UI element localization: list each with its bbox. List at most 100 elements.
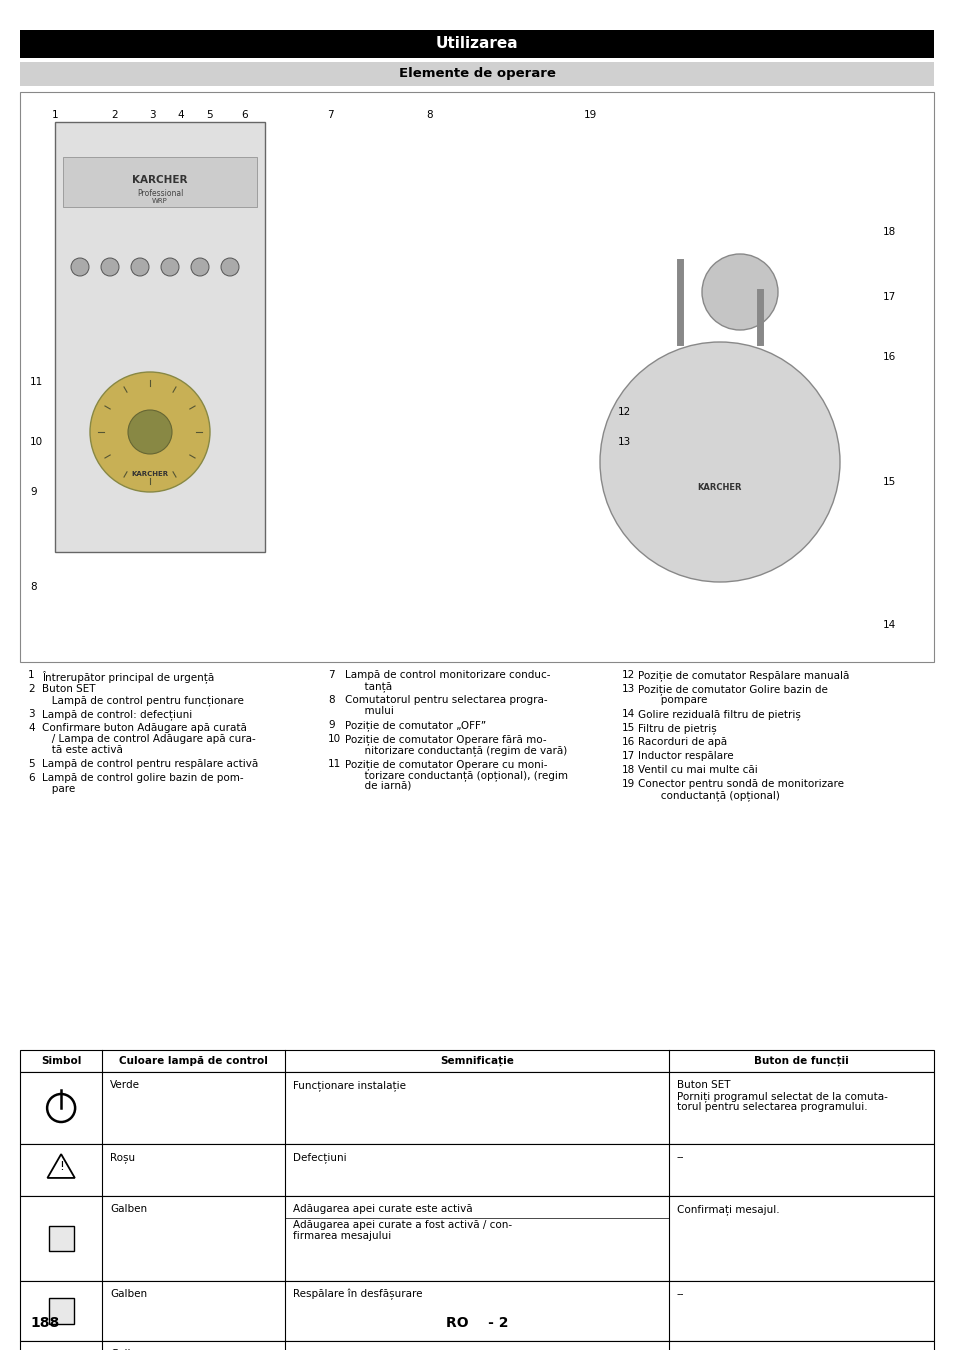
Text: !: ! <box>58 1160 64 1173</box>
Text: firmarea mesajului: firmarea mesajului <box>293 1231 391 1241</box>
Text: Conector pentru sondă de monitorizare: Conector pentru sondă de monitorizare <box>638 779 843 788</box>
Text: Comutatorul pentru selectarea progra-: Comutatorul pentru selectarea progra- <box>345 695 547 705</box>
Text: Verde: Verde <box>111 1080 140 1089</box>
Text: WRP: WRP <box>152 198 168 204</box>
Text: Poziție de comutator Operare cu moni-: Poziție de comutator Operare cu moni- <box>345 759 547 769</box>
Text: mului: mului <box>345 706 394 716</box>
Text: torizare conductanță (opțional), (regim: torizare conductanță (opțional), (regim <box>345 769 567 780</box>
Text: 4: 4 <box>177 109 184 120</box>
Text: Golire reziduală filtru de pietriș: Golire reziduală filtru de pietriș <box>638 709 800 720</box>
Text: 2: 2 <box>112 109 118 120</box>
Text: Ventil cu mai multe căi: Ventil cu mai multe căi <box>638 765 757 775</box>
Text: 18: 18 <box>621 765 635 775</box>
Text: Racorduri de apă: Racorduri de apă <box>638 737 726 747</box>
Text: --: -- <box>677 1152 683 1162</box>
Bar <box>49 1226 73 1251</box>
Text: Roșu: Roșu <box>111 1152 135 1162</box>
Text: Simbol: Simbol <box>41 1056 81 1066</box>
Text: RO    - 2: RO - 2 <box>445 1316 508 1330</box>
Text: Porniți programul selectat de la comuta-: Porniți programul selectat de la comuta- <box>677 1091 887 1102</box>
Text: 14: 14 <box>882 620 895 630</box>
Circle shape <box>131 258 149 275</box>
Text: Poziție de comutator „OFF”: Poziție de comutator „OFF” <box>345 720 486 730</box>
Bar <box>63 157 256 207</box>
Text: Lampă de control: defecțiuni: Lampă de control: defecțiuni <box>42 709 193 720</box>
Text: 15: 15 <box>621 724 635 733</box>
Text: KARCHER: KARCHER <box>132 176 188 185</box>
Text: Confirmare buton Adăugare apă curată: Confirmare buton Adăugare apă curată <box>42 724 247 733</box>
Text: 13: 13 <box>618 437 631 447</box>
Text: 13: 13 <box>621 684 635 694</box>
Text: Galben: Galben <box>111 1204 147 1214</box>
Text: KARCHER: KARCHER <box>697 482 741 491</box>
Text: nitorizare conductanță (regim de vară): nitorizare conductanță (regim de vară) <box>345 745 567 756</box>
Text: Inductor respălare: Inductor respălare <box>638 751 733 761</box>
Text: 11: 11 <box>328 759 341 769</box>
Text: de iarnă): de iarnă) <box>345 782 411 791</box>
Text: 12: 12 <box>618 406 631 417</box>
Text: pare: pare <box>42 784 75 794</box>
Text: 19: 19 <box>583 109 596 120</box>
Circle shape <box>90 373 210 491</box>
Text: 5: 5 <box>28 759 34 769</box>
Text: Galben: Galben <box>111 1289 147 1299</box>
Text: 3: 3 <box>149 109 155 120</box>
Text: 2: 2 <box>28 684 34 694</box>
Bar <box>20 1196 933 1281</box>
Text: Poziție de comutator Golire bazin de: Poziție de comutator Golire bazin de <box>638 684 827 695</box>
Bar <box>20 1050 933 1072</box>
Text: 8: 8 <box>328 695 335 705</box>
Circle shape <box>101 258 119 275</box>
Bar <box>20 92 933 662</box>
Circle shape <box>128 410 172 454</box>
Text: Lampă de control pentru funcționare: Lampă de control pentru funcționare <box>42 695 244 706</box>
Text: 10: 10 <box>328 734 341 744</box>
Text: Întrerupător principal de urgență: Întrerupător principal de urgență <box>42 670 214 683</box>
Text: 16: 16 <box>621 737 635 747</box>
Bar <box>20 1281 933 1341</box>
Text: 8: 8 <box>30 582 36 593</box>
Bar <box>49 1299 73 1323</box>
Text: Lampă de control pentru respălare activă: Lampă de control pentru respălare activă <box>42 759 258 769</box>
Bar <box>55 122 265 552</box>
Circle shape <box>599 342 840 582</box>
Circle shape <box>701 254 778 329</box>
Circle shape <box>191 258 209 275</box>
Text: Adăugarea apei curate a fost activă / con-: Adăugarea apei curate a fost activă / co… <box>293 1220 512 1230</box>
Text: 6: 6 <box>241 109 248 120</box>
Text: 18: 18 <box>882 227 895 238</box>
Text: Lampă de control golire bazin de pom-: Lampă de control golire bazin de pom- <box>42 774 243 783</box>
Text: KARCHER: KARCHER <box>132 471 169 477</box>
Text: Utilizarea: Utilizarea <box>436 36 517 51</box>
Text: Filtru de pietriș: Filtru de pietriș <box>638 724 716 734</box>
Text: 3: 3 <box>28 709 34 720</box>
Text: 10: 10 <box>30 437 43 447</box>
Text: Buton SET: Buton SET <box>677 1080 730 1089</box>
Bar <box>20 1341 933 1350</box>
Text: 1: 1 <box>51 109 58 120</box>
Text: 14: 14 <box>621 709 635 720</box>
Text: Poziție de comutator Operare fără mo-: Poziție de comutator Operare fără mo- <box>345 734 546 745</box>
Text: Respălare în desfășurare: Respălare în desfășurare <box>293 1289 422 1300</box>
Text: Funcționare instalație: Funcționare instalație <box>293 1080 406 1091</box>
Text: Buton SET: Buton SET <box>42 684 95 694</box>
Text: 5: 5 <box>207 109 213 120</box>
Text: 17: 17 <box>882 292 895 302</box>
Bar <box>20 30 933 58</box>
Circle shape <box>221 258 239 275</box>
Text: 17: 17 <box>621 751 635 761</box>
Text: Defecțiuni: Defecțiuni <box>293 1152 346 1162</box>
Text: / Lampa de control Adăugare apă cura-: / Lampa de control Adăugare apă cura- <box>42 734 255 744</box>
Text: 188: 188 <box>30 1316 59 1330</box>
Text: torul pentru selectarea programului.: torul pentru selectarea programului. <box>677 1102 866 1112</box>
Bar <box>20 1072 933 1143</box>
Text: 8: 8 <box>426 109 433 120</box>
Text: 9: 9 <box>30 487 36 497</box>
Text: 19: 19 <box>621 779 635 788</box>
Text: Semnificație: Semnificație <box>439 1056 514 1066</box>
Circle shape <box>71 258 89 275</box>
Text: Professional: Professional <box>136 189 183 198</box>
Text: pompare: pompare <box>638 695 706 705</box>
Text: Poziție de comutator Respălare manuală: Poziție de comutator Respălare manuală <box>638 670 848 680</box>
Text: Culoare lampă de control: Culoare lampă de control <box>119 1056 268 1066</box>
